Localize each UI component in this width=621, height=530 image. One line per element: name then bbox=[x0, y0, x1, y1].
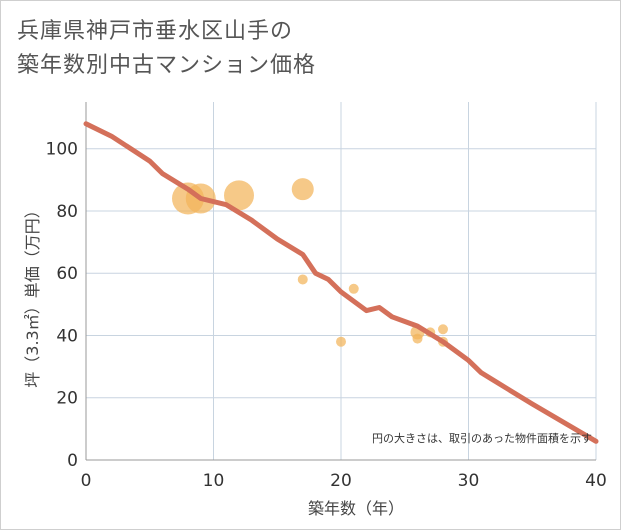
x-tick-label-0: 0 bbox=[81, 471, 92, 491]
y-tick-label-80: 80 bbox=[56, 202, 78, 222]
scatter-point-4 bbox=[291, 178, 314, 201]
x-tick-label-40: 40 bbox=[585, 471, 607, 491]
size-note: 円の大きさは、取引のあった物件面積を示す bbox=[372, 431, 592, 445]
chart-title-line-1: 兵庫県神戸市垂水区山手の bbox=[17, 19, 294, 44]
x-tick-label-10: 10 bbox=[203, 471, 225, 491]
y-tick-label-0: 0 bbox=[67, 451, 78, 471]
scatter-point-5 bbox=[297, 274, 308, 285]
scatter-point-11 bbox=[438, 324, 448, 335]
scatter-point-9 bbox=[412, 333, 423, 344]
y-tick-label-20: 20 bbox=[56, 389, 78, 409]
x-axis-label: 築年数（年） bbox=[308, 499, 404, 518]
tick-labels: 0 20 40 60 80 100 0 10 20 30 40 bbox=[46, 140, 607, 491]
y-tick-label-100: 100 bbox=[46, 140, 78, 160]
y-tick-label-60: 60 bbox=[56, 264, 78, 284]
scatter-point-7 bbox=[348, 283, 359, 294]
trend-line bbox=[83, 121, 599, 444]
scatter-point-3 bbox=[224, 180, 254, 211]
grid-lines bbox=[85, 102, 597, 461]
chart-title-line-2: 築年数別中古マンション価格 bbox=[17, 53, 317, 78]
x-tick-label-30: 30 bbox=[458, 471, 480, 491]
chart-title: 兵庫県神戸市垂水区山手の 築年数別中古マンション価格 bbox=[17, 15, 316, 83]
trend-layer bbox=[83, 121, 599, 444]
y-axis-label: 坪（3.3㎡）単価（万円） bbox=[23, 202, 42, 387]
y-tick-label-40: 40 bbox=[56, 326, 78, 346]
x-tick-label-20: 20 bbox=[330, 471, 352, 491]
scatter-point-6 bbox=[336, 336, 346, 347]
